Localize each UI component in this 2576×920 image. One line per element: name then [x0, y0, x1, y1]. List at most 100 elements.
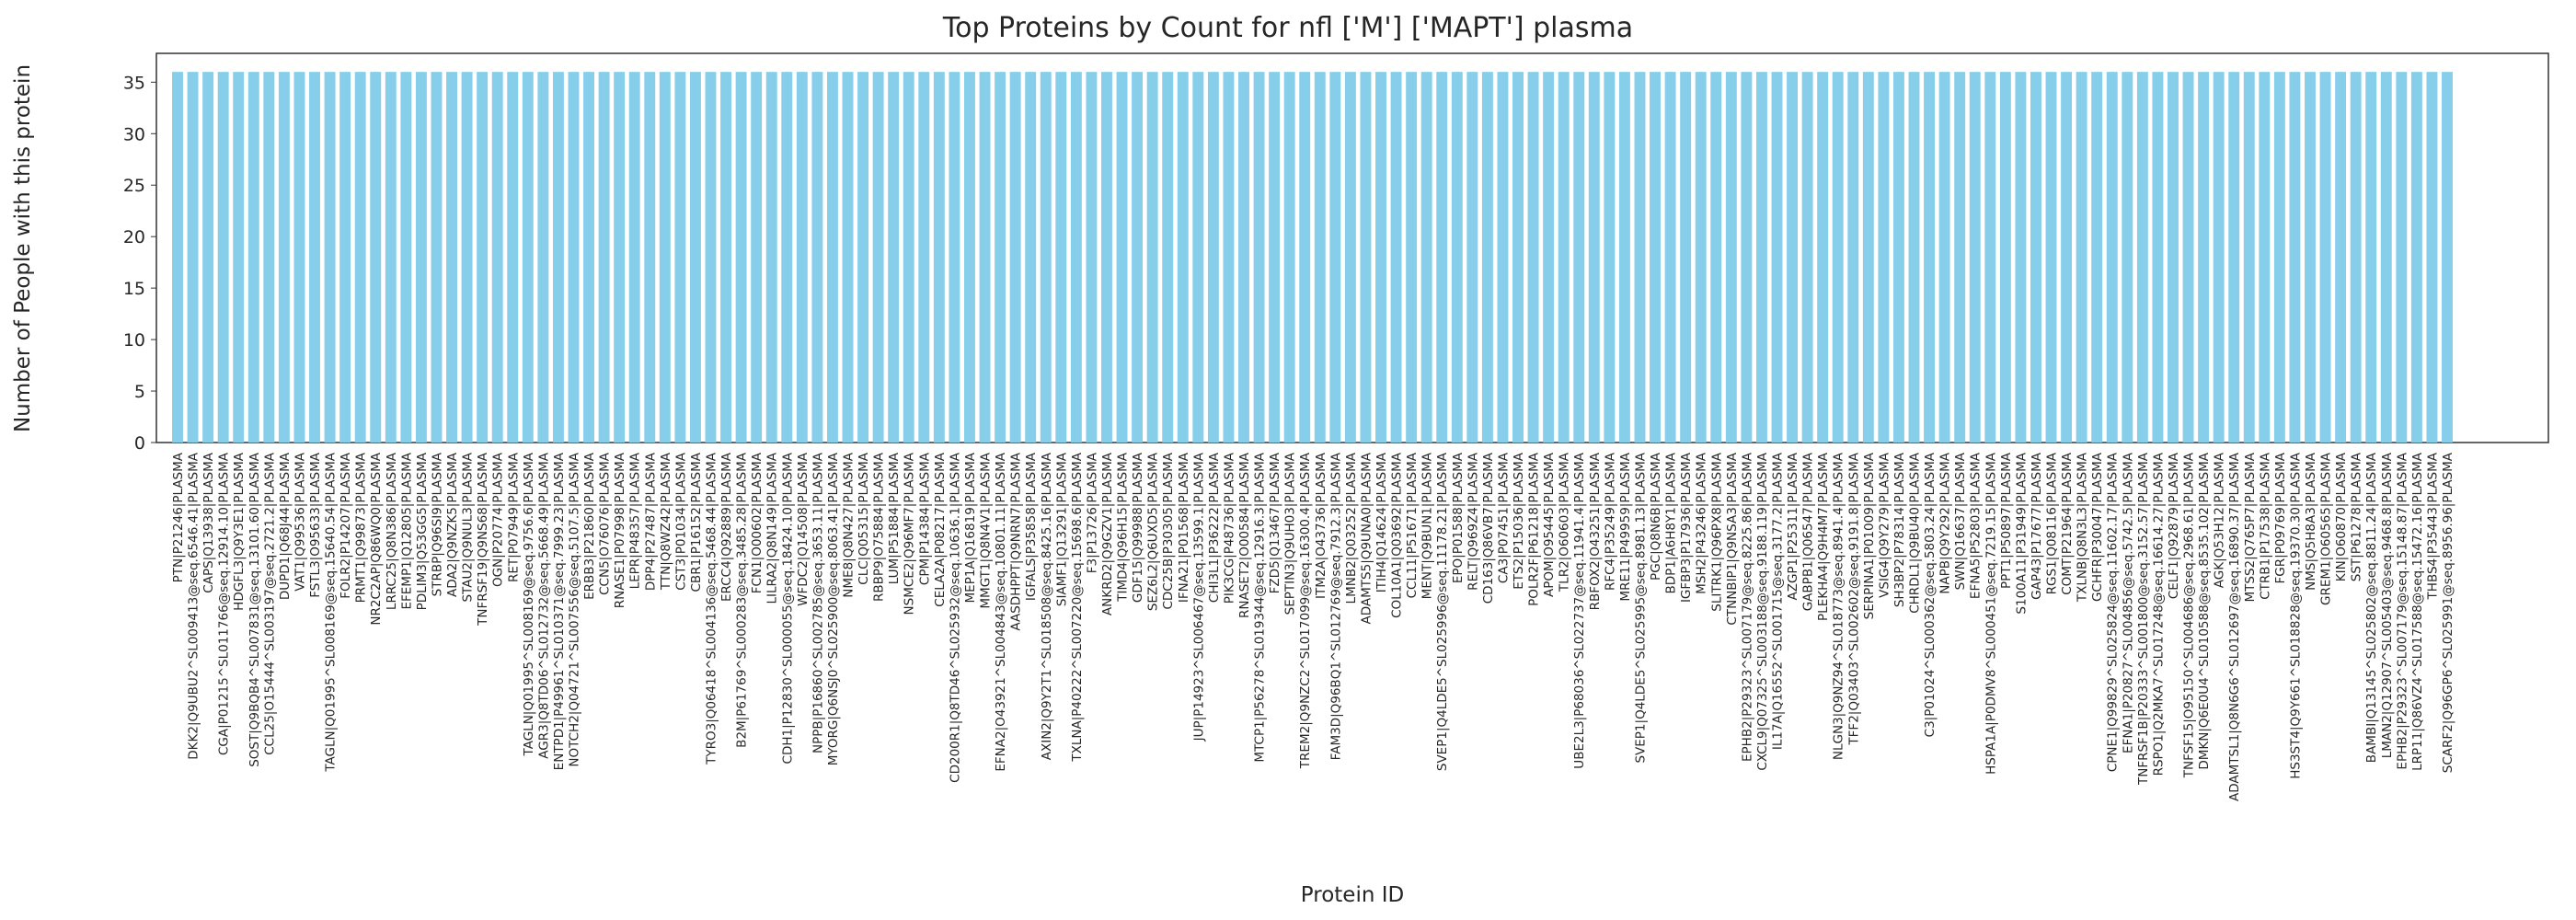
bar — [1086, 72, 1098, 443]
bar — [385, 72, 397, 443]
x-tick-label: PIK3CG|P48736|PLASMA — [1222, 452, 1236, 604]
x-tick-label: NME8|Q8N427|PLASMA — [842, 452, 857, 597]
bar — [2335, 72, 2347, 443]
bar — [2380, 72, 2392, 443]
x-tick-label: FSTL3|O95633|PLASMA — [308, 452, 323, 598]
bar — [2365, 72, 2377, 443]
x-tick-label: THBS4|P35443|PLASMA — [2425, 452, 2440, 600]
x-tick-label: NOTCH2|Q04721^SL007556@seq.5107.5|PLASMA — [567, 452, 581, 766]
bar — [339, 72, 351, 443]
bar — [1999, 72, 2011, 443]
bar — [2091, 72, 2103, 443]
x-tick-label: FZD5|Q13467|PLASMA — [1268, 452, 1282, 593]
x-tick-label: CDH1|P12830^SL000055@seq.18424.10|PLASMA — [780, 452, 795, 764]
bar — [477, 72, 489, 443]
x-tick-label: ERBB3|P21860|PLASMA — [582, 452, 597, 600]
bar — [370, 72, 382, 443]
y-tick-label: 20 — [123, 227, 145, 247]
x-tick-label: CAPS|Q13938|PLASMA — [201, 452, 216, 592]
x-tick-label: AASDHPPT|Q9NRN7|PLASMA — [1009, 452, 1024, 630]
x-tick-label: JUP|P14923^SL006467@seq.13599.1|PLASMA — [1191, 452, 1206, 742]
bar — [446, 72, 457, 443]
x-tick-label: APOM|O95445|PLASMA — [1542, 452, 1557, 597]
bar — [1116, 72, 1128, 443]
x-tick-label: CTNNBIP1|Q9NSA3|PLASMA — [1725, 452, 1740, 625]
x-tick-label: CLC|Q05315|PLASMA — [857, 452, 871, 584]
x-tick-label: OGN|P20774|PLASMA — [491, 452, 506, 587]
bar — [278, 72, 290, 443]
bar — [705, 72, 717, 443]
bar — [979, 72, 991, 443]
bar — [1969, 72, 1981, 443]
bar — [309, 72, 320, 443]
x-tick-label: CBR1|P16152|PLASMA — [689, 452, 704, 592]
bar — [1680, 72, 1692, 443]
bar — [903, 72, 914, 443]
x-tick-label: GREM1|O60565|PLASMA — [2319, 452, 2334, 605]
bar — [949, 72, 960, 443]
x-tick-label: MYORG|Q6NSJ0^SL025900@seq.8063.41|PLASMA — [826, 452, 841, 765]
bar — [872, 72, 884, 443]
x-tick-label: GCHFR|P30047|PLASMA — [2090, 452, 2105, 602]
bar — [1192, 72, 1204, 443]
x-tick-label: TFF2|Q03403^SL002602@seq.9191.8|PLASMA — [1846, 452, 1861, 745]
x-tick-label: TXLNA|P40222^SL007220@seq.15698.6|PLASMA — [1070, 452, 1085, 762]
bar — [1755, 72, 1767, 443]
bar — [1984, 72, 1996, 443]
bar — [796, 72, 808, 443]
x-tick-label: CPM|P14384|PLASMA — [917, 452, 932, 585]
bar — [537, 72, 549, 443]
bar — [1436, 72, 1448, 443]
bar — [2228, 72, 2240, 443]
x-tick-label: TAGLN|Q01995^SL008169@seq.9756.6|PLASMA — [522, 452, 536, 756]
bar — [187, 72, 199, 443]
bar — [1924, 72, 1936, 443]
x-tick-label: IGFBP3|P17936|PLASMA — [1679, 452, 1694, 603]
x-tick-label: MEP1A|Q16819|PLASMA — [963, 452, 978, 603]
x-tick-label: RET|P07949|PLASMA — [506, 452, 521, 582]
x-tick-label: DKK2|Q9UBU2^SL009413@seq.6546.41|PLASMA — [187, 452, 201, 760]
x-tick-label: HDGFL3|Q9Y3E1|PLASMA — [232, 452, 247, 611]
bar — [233, 72, 245, 443]
bar — [720, 72, 732, 443]
x-tick-label: FOLR2|P14207|PLASMA — [339, 452, 353, 598]
bar — [1238, 72, 1249, 443]
x-tick-label: ERCC4|Q92889|PLASMA — [719, 452, 734, 602]
x-tick-label: GDF15|Q99988|PLASMA — [1131, 452, 1145, 603]
bar — [1055, 72, 1067, 443]
bar — [826, 72, 838, 443]
bar — [1878, 72, 1890, 443]
y-tick-label: 5 — [134, 382, 145, 402]
bar — [217, 72, 229, 443]
x-tick-label: AGR3|Q8TD06^SL012732@seq.5668.49|PLASMA — [536, 452, 551, 758]
bar — [1177, 72, 1189, 443]
x-tick-label: SERPINA1|P01009|PLASMA — [1862, 452, 1877, 619]
bar — [2289, 72, 2301, 443]
x-tick-label: CDC25B|P30305|PLASMA — [1161, 452, 1176, 609]
bar — [552, 72, 564, 443]
x-tick-label: BAMBI|Q13145^SL025802@seq.8811.24|PLASMA — [2364, 452, 2379, 763]
x-tick-label: CELA2A|P08217|PLASMA — [933, 452, 948, 606]
bar — [1817, 72, 1829, 443]
x-tick-label: IL17A|Q16552^SL001715@seq.3177.2|PLASMA — [1770, 452, 1785, 750]
x-tick-label: S100A11|P31949|PLASMA — [2014, 452, 2029, 614]
x-tick-label: MSH2|P43246|PLASMA — [1695, 452, 1709, 594]
bar — [2045, 72, 2057, 443]
bar — [1634, 72, 1646, 443]
x-tick-label: CPNE1|Q99829^SL025824@seq.11602.17|PLASM… — [2106, 452, 2121, 772]
x-tick-label: HS3ST4|Q9Y661^SL018828@seq.19370.30|PLAS… — [2288, 452, 2303, 779]
y-tick-label: 15 — [123, 279, 145, 299]
x-tick-label: CHRDL1|Q9BU40|PLASMA — [1908, 452, 1923, 614]
x-tick-label: VAT1|Q99536|PLASMA — [293, 452, 307, 591]
x-tick-label: DUPD1|Q68J44|PLASMA — [278, 452, 293, 600]
x-tick-label: IFNA21|P01568|PLASMA — [1177, 452, 1191, 603]
bar — [995, 72, 1006, 443]
bar — [1543, 72, 1555, 443]
bar — [765, 72, 777, 443]
x-tick-label: TNFRSF1B|P20333^SL001800@seq.3152.57|PLA… — [2136, 452, 2151, 786]
x-tick-label: EFNA1|P20827^SL004856@seq.5742.5|PLASMA — [2121, 452, 2135, 753]
x-tick-label: PTN|P21246|PLASMA — [171, 452, 186, 582]
x-tick-label: FCN1|O00602|PLASMA — [750, 452, 765, 593]
bar — [964, 72, 975, 443]
